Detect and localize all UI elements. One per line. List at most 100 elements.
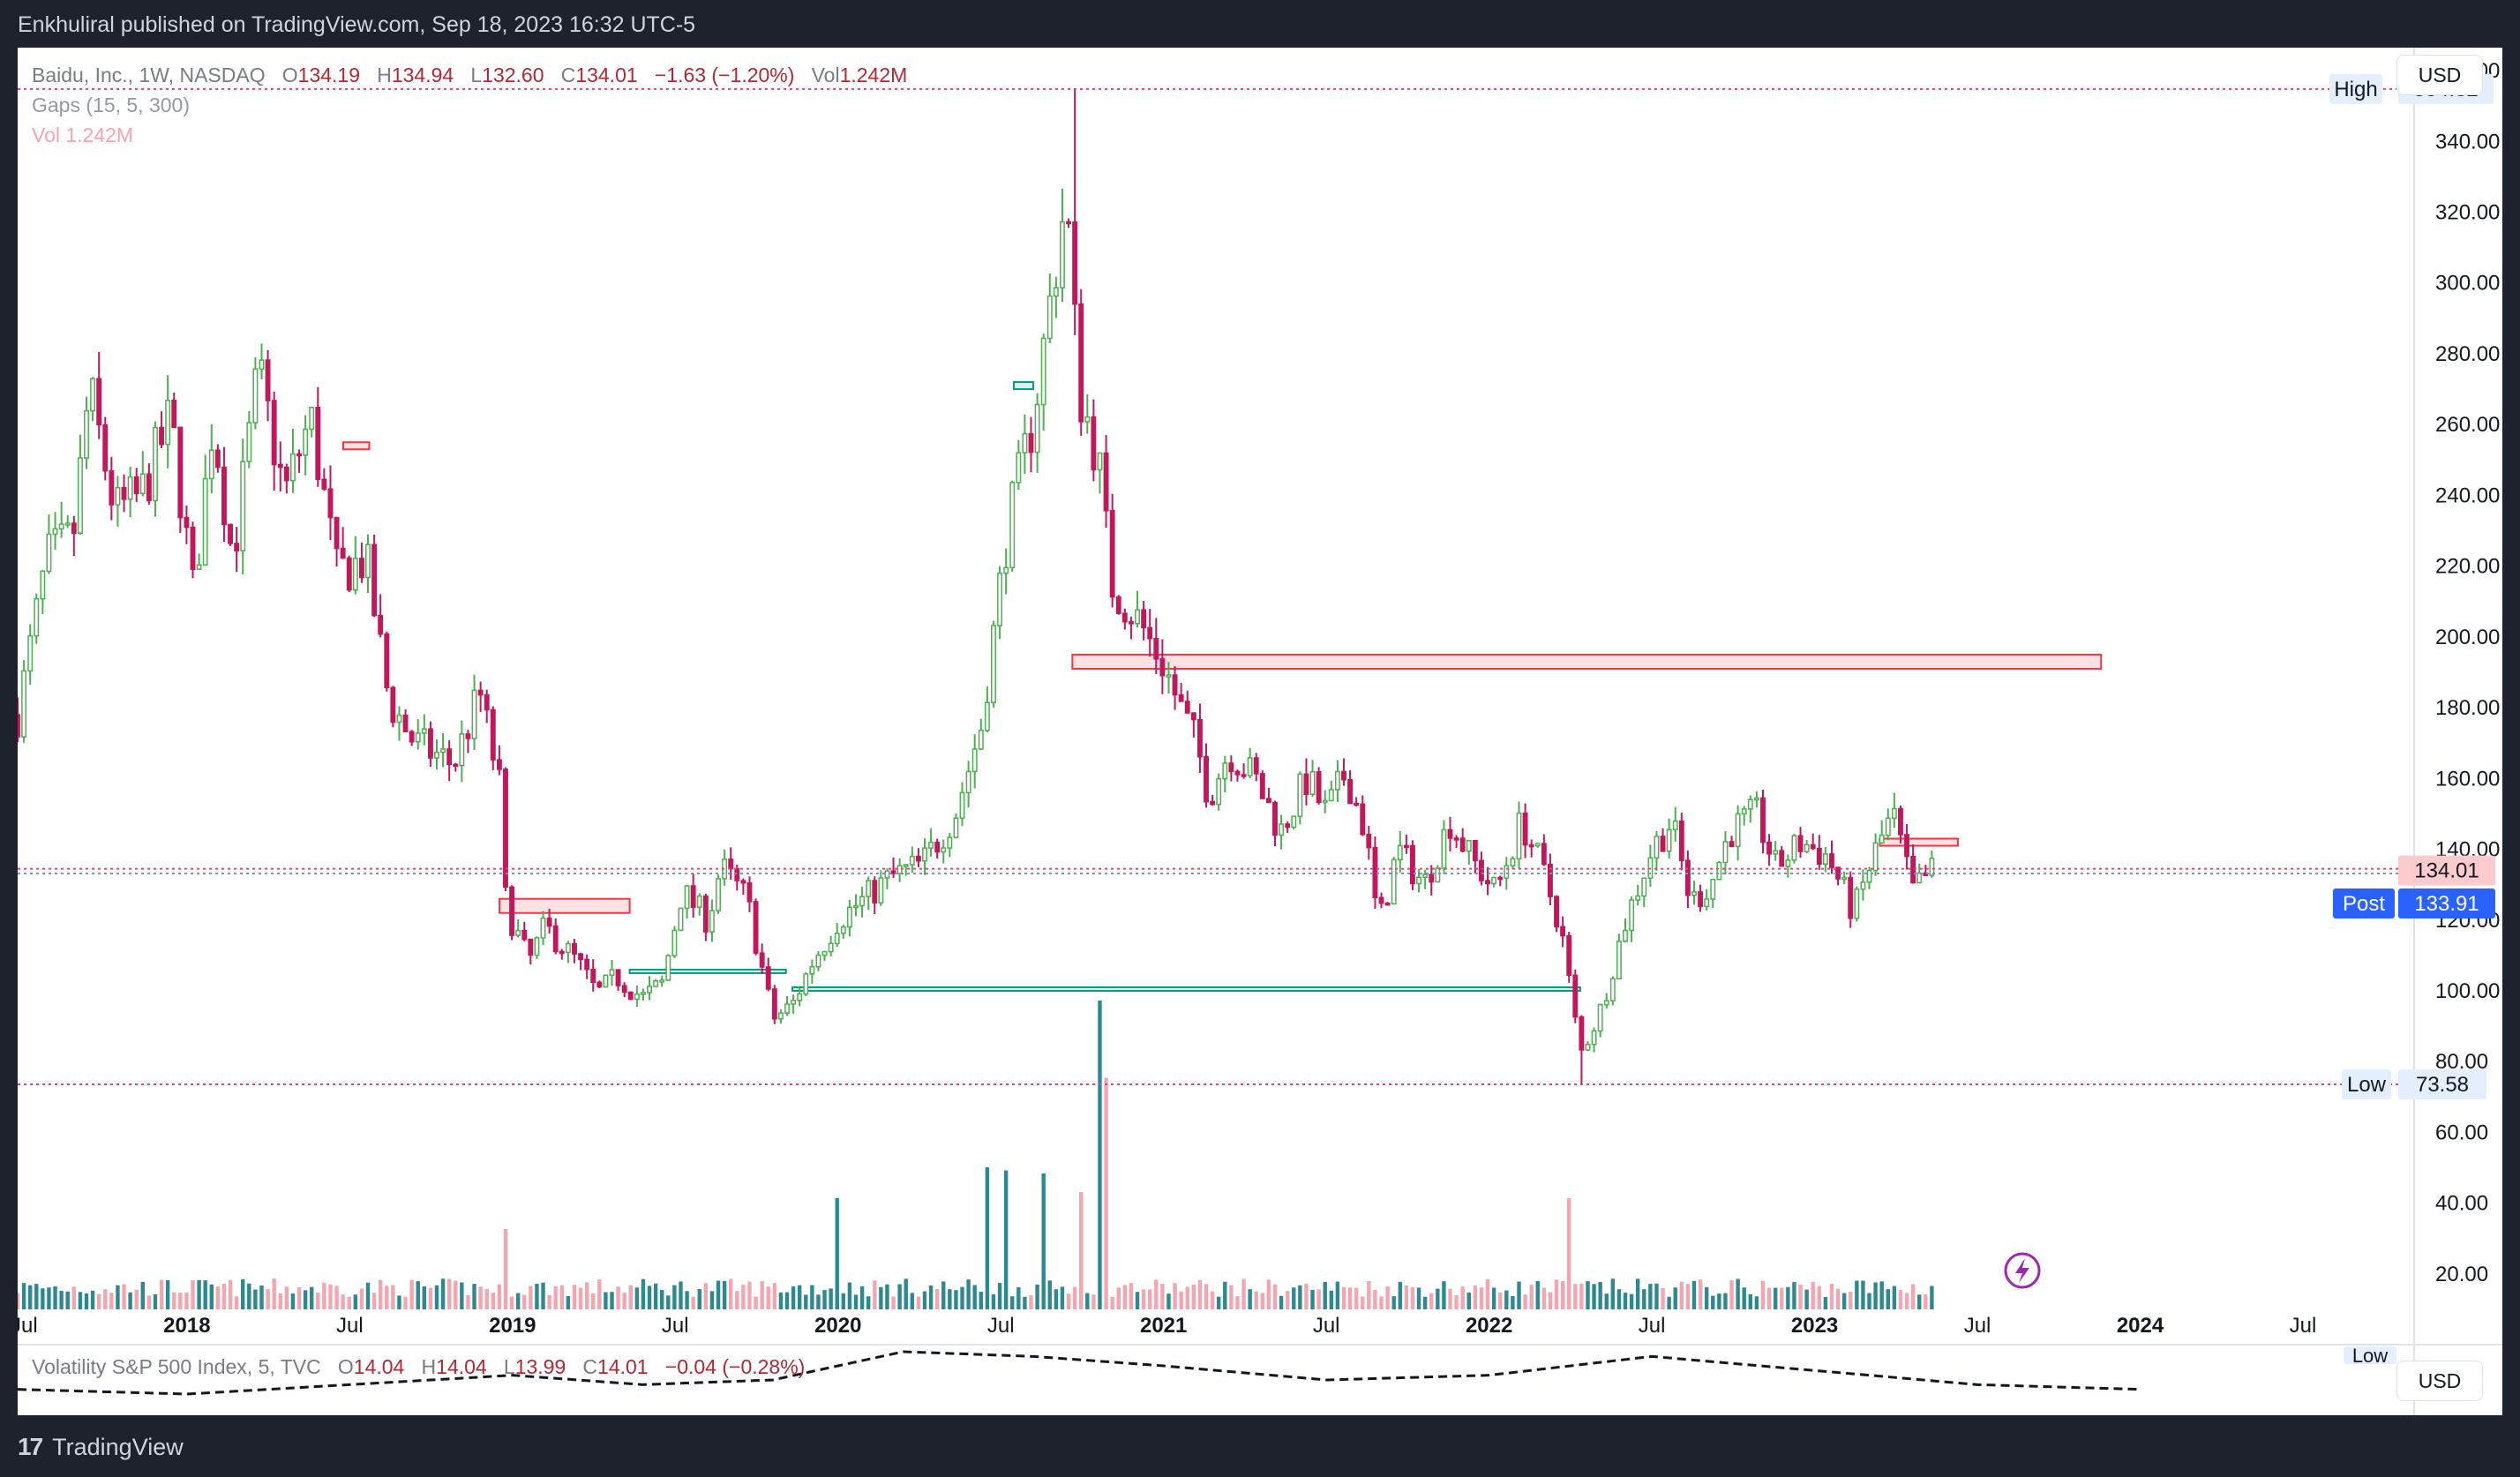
vix-close-label: C (582, 1355, 598, 1378)
candle-body (1791, 835, 1797, 861)
candle-body (46, 533, 52, 573)
gaps-indicator-label[interactable]: Gaps (15, 5, 300) (32, 94, 190, 116)
candle-body (1366, 833, 1372, 849)
candle-body (84, 409, 89, 459)
volume-bar (591, 1293, 596, 1309)
candle-body (784, 1003, 790, 1014)
volume-bar (985, 1167, 990, 1309)
volume-bar (1661, 1287, 1665, 1309)
volume-bar (1523, 1294, 1527, 1309)
candle-body (991, 625, 996, 703)
candle-body (1210, 800, 1216, 806)
volume-row[interactable]: Vol 1.242M (32, 120, 907, 150)
candle-body (1585, 1044, 1591, 1051)
volume-bar (1266, 1279, 1271, 1309)
candle-body (228, 523, 233, 544)
candle-body (1485, 880, 1490, 885)
indicator-row[interactable]: Gaps (15, 5, 300) (32, 90, 907, 120)
candle-body (1272, 801, 1278, 836)
volume-bar (1629, 1293, 1634, 1309)
candle-body (671, 929, 678, 956)
candle-body (1153, 638, 1159, 660)
candle-body (289, 453, 296, 482)
volume-bar (1798, 1284, 1803, 1309)
candle-body (371, 544, 378, 617)
volume-bar (791, 1286, 796, 1309)
candle-body (1128, 621, 1134, 625)
candle-body (146, 473, 152, 502)
lightning-icon[interactable] (2004, 1252, 2041, 1289)
candle-body (578, 953, 584, 961)
post-value: 133.91 (2414, 892, 2479, 916)
candle-body (1609, 978, 1616, 1001)
candle-body (303, 428, 309, 456)
currency-button[interactable]: USD (2396, 55, 2483, 95)
volume-bar (1204, 1284, 1209, 1309)
volume-bar (559, 1285, 564, 1309)
volume-bar (1341, 1286, 1346, 1309)
volume-bar (1098, 1001, 1102, 1309)
candle-body (296, 453, 302, 457)
candle-body (1773, 850, 1779, 855)
candle-body (34, 597, 40, 637)
candle-body (421, 728, 427, 734)
candle-body (872, 880, 878, 903)
candle-body (171, 400, 177, 429)
volume-bar (879, 1286, 883, 1309)
tradingview-logo[interactable]: 17 TradingView (18, 1433, 184, 1461)
candle-body (434, 751, 439, 759)
vix-title[interactable]: Volatility S&P 500 Index, 5, TVC (32, 1355, 321, 1378)
candle-body (528, 938, 534, 956)
gap-zone (1012, 381, 1035, 391)
volume-bar (1323, 1281, 1327, 1309)
candle-body (627, 991, 634, 1001)
volume-bar (1567, 1198, 1571, 1309)
volume-bar (197, 1279, 201, 1309)
candle-body (1234, 770, 1241, 776)
candle-body (234, 543, 240, 551)
candle-body (1729, 841, 1735, 848)
vix-high-label: H (421, 1355, 437, 1378)
volume-bar (146, 1295, 152, 1309)
close-value: 134.01 (575, 64, 638, 86)
volume-bar (1823, 1296, 1828, 1309)
candle-body (1522, 812, 1528, 846)
candle-body (890, 870, 896, 874)
candle-body (1760, 797, 1766, 843)
vol-indicator-label[interactable]: Vol (32, 124, 60, 146)
volume-bar (1285, 1291, 1290, 1309)
candle-body (1541, 843, 1547, 866)
volume-bar (1867, 1293, 1871, 1309)
volume-bar (184, 1293, 189, 1309)
volume-bar (359, 1288, 364, 1309)
symbol-name[interactable]: Baidu, Inc., 1W, NASDAQ (32, 64, 266, 86)
candle-body (1316, 771, 1322, 804)
volume-bar (1466, 1292, 1471, 1309)
candle-body (641, 992, 646, 995)
candle-body (941, 847, 947, 853)
volume-bar (1460, 1286, 1465, 1309)
candle-body (1334, 770, 1340, 791)
chart-area[interactable]: 20.00 40.00 60.00 80.00 100.00 120.00 140.00 16… (18, 48, 2502, 1415)
vix-legend: Volatility S&P 500 Index, 5, TVC O14.04 … (32, 1355, 805, 1379)
candle-body (1916, 872, 1923, 884)
volume-bar (515, 1293, 521, 1309)
y-tick-label: 20.00 (2435, 1263, 2488, 1286)
volume-bar (547, 1294, 551, 1309)
x-tick-label: 2019 (489, 1314, 536, 1338)
volume-bar (103, 1289, 108, 1309)
candle-body (1835, 866, 1841, 880)
volume-bar (484, 1288, 489, 1309)
candle-body (1654, 836, 1660, 858)
candle-body (40, 570, 46, 600)
candle-body (327, 488, 334, 519)
volume-bar (134, 1289, 139, 1309)
volume-bar (1554, 1279, 1559, 1309)
lower-currency-button[interactable]: USD (2396, 1361, 2483, 1401)
candle-body (1166, 674, 1172, 678)
price-chart[interactable]: 20.0040.0060.0080.00100.00120.00140.0016… (18, 48, 2502, 1415)
candle-body (277, 463, 283, 469)
volume-bar (535, 1283, 539, 1309)
volume-bar (109, 1293, 114, 1309)
y-tick-label: 100.00 (2435, 979, 2500, 1003)
